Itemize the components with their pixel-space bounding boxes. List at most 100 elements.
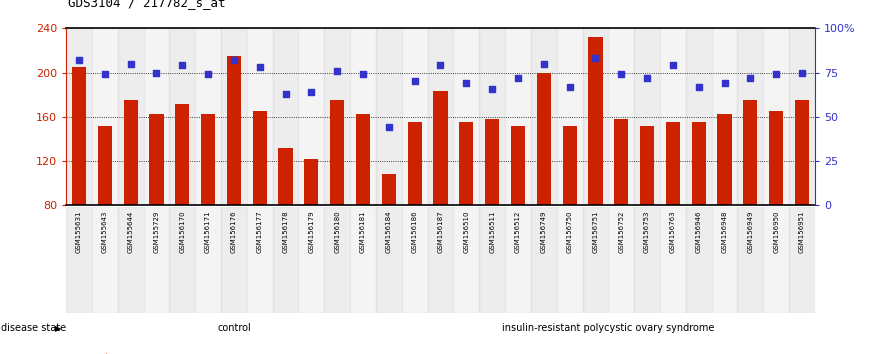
Bar	[614, 119, 628, 205]
Point	[408, 79, 422, 84]
Bar	[454, 28, 479, 205]
Text: GSM156180: GSM156180	[334, 210, 340, 253]
Bar	[118, 207, 144, 313]
Bar	[582, 207, 609, 313]
Point	[744, 75, 758, 81]
Bar	[485, 119, 500, 205]
Text: GSM156170: GSM156170	[179, 210, 185, 253]
Bar	[712, 28, 737, 205]
Bar	[226, 56, 241, 205]
Bar	[376, 207, 402, 313]
Bar	[589, 37, 603, 205]
Bar	[763, 28, 789, 205]
Text: GSM156950: GSM156950	[774, 210, 779, 253]
Point	[717, 80, 731, 86]
Text: GSM156184: GSM156184	[386, 210, 392, 253]
Bar	[789, 207, 815, 313]
Bar	[789, 28, 815, 205]
Point	[98, 72, 112, 77]
Point	[175, 63, 189, 68]
Point	[563, 84, 577, 90]
Bar	[247, 207, 272, 313]
Bar	[505, 207, 531, 313]
Text: GSM156948: GSM156948	[722, 210, 728, 253]
Point	[201, 72, 215, 77]
Bar	[531, 207, 557, 313]
Text: ■  count: ■ count	[66, 353, 109, 354]
Point	[485, 86, 500, 91]
Bar	[660, 207, 685, 313]
Bar	[557, 207, 582, 313]
Text: GSM156951: GSM156951	[799, 210, 805, 253]
Bar	[634, 28, 660, 205]
Bar	[324, 28, 350, 205]
Bar	[582, 28, 609, 205]
Bar	[454, 207, 479, 313]
Bar	[272, 207, 299, 313]
Bar	[350, 207, 376, 313]
Bar	[685, 28, 712, 205]
Bar	[196, 28, 221, 205]
Text: GSM156749: GSM156749	[541, 210, 547, 253]
Point	[381, 125, 396, 130]
Bar	[479, 28, 505, 205]
Bar	[253, 111, 267, 205]
Text: GSM156511: GSM156511	[489, 210, 495, 253]
Bar	[609, 207, 634, 313]
Bar	[144, 28, 169, 205]
Point	[150, 70, 164, 75]
Point	[537, 61, 551, 67]
Point	[278, 91, 292, 97]
Text: GSM156187: GSM156187	[438, 210, 443, 253]
Text: GSM156179: GSM156179	[308, 210, 315, 253]
Bar	[433, 91, 448, 205]
Bar	[717, 114, 731, 205]
Bar	[376, 28, 402, 205]
Bar	[505, 28, 531, 205]
Point	[433, 63, 448, 68]
Bar	[557, 28, 582, 205]
Point	[614, 72, 628, 77]
Bar	[402, 207, 427, 313]
Bar	[92, 28, 118, 205]
Bar	[272, 28, 299, 205]
Bar	[712, 207, 737, 313]
Bar	[221, 28, 247, 205]
Bar	[92, 207, 118, 313]
Text: GSM155729: GSM155729	[153, 210, 159, 253]
Bar	[247, 28, 272, 205]
Point	[640, 75, 654, 81]
Text: GSM156177: GSM156177	[256, 210, 263, 253]
Bar	[763, 207, 789, 313]
Bar	[692, 122, 706, 205]
Text: GSM155631: GSM155631	[76, 210, 82, 253]
Point	[304, 89, 318, 95]
Bar	[356, 114, 370, 205]
Point	[227, 57, 241, 63]
Bar	[66, 207, 92, 313]
Bar	[150, 114, 164, 205]
Bar	[123, 100, 137, 205]
Bar	[562, 126, 577, 205]
Bar	[144, 207, 169, 313]
Text: control: control	[217, 323, 251, 333]
Point	[511, 75, 525, 81]
Point	[72, 57, 86, 63]
Bar	[795, 100, 809, 205]
Text: GSM156946: GSM156946	[696, 210, 702, 253]
Bar	[66, 28, 92, 205]
Bar	[299, 207, 324, 313]
Bar	[221, 207, 247, 313]
Point	[253, 64, 267, 70]
Text: disease state: disease state	[1, 323, 66, 333]
Bar	[201, 114, 215, 205]
Bar	[169, 28, 196, 205]
Bar	[299, 28, 324, 205]
Bar	[660, 28, 685, 205]
Bar	[72, 67, 86, 205]
Point	[330, 68, 344, 74]
Text: GSM155644: GSM155644	[128, 210, 134, 252]
Bar	[685, 207, 712, 313]
Bar	[330, 100, 344, 205]
Bar	[427, 28, 454, 205]
